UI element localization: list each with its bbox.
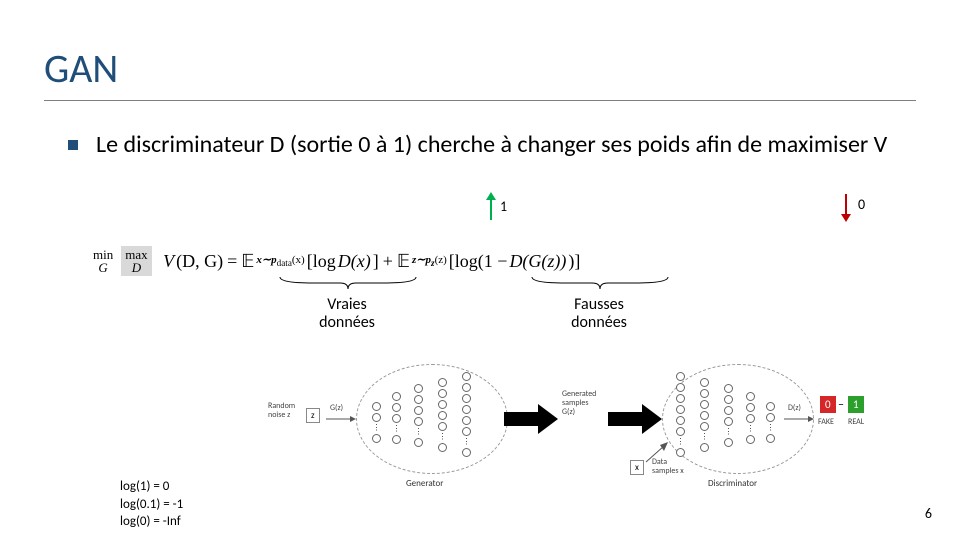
arrow-down-icon xyxy=(838,192,854,222)
gen-col-3: ⋮ xyxy=(414,384,423,447)
label-zero: 0 xyxy=(858,196,865,213)
arrow-dz-icon xyxy=(784,414,814,424)
arrow-x-icon xyxy=(644,440,670,464)
bullet-marker-icon xyxy=(68,140,78,150)
label-one: 1 xyxy=(500,198,507,215)
V: V xyxy=(163,251,174,272)
slide-title: GAN xyxy=(44,44,118,93)
E2-sub: z∼pz(z) xyxy=(412,253,447,268)
brace-vraies-icon xyxy=(278,275,418,293)
max-D-highlight: max D xyxy=(121,246,151,276)
page-number: 6 xyxy=(925,505,932,522)
gen-col-1: ⋮ xyxy=(372,402,381,443)
gz-label: G(z) xyxy=(330,404,343,413)
E1: 𝔼 xyxy=(241,251,254,272)
disc-col-5: ⋮ xyxy=(766,402,775,443)
gan-diagram: Random noise z z G(z) ⋮ ⋮ ⋮ ⋮ ⋮ Generato… xyxy=(290,356,880,510)
log-eq-0: log(1) = 0 xyxy=(120,478,183,496)
log-eq-1: log(0.1) = -1 xyxy=(120,496,183,514)
Dx: D(x) xyxy=(338,251,371,272)
br2a: [log(1 − xyxy=(449,251,508,272)
formula: min G max D V (D, G) = 𝔼 x∼pdata(x) [log… xyxy=(90,246,580,276)
br1a: [log xyxy=(307,251,336,272)
bullet-text: Le discriminateur D (sortie 0 à 1) cherc… xyxy=(96,130,887,160)
out-dash: – xyxy=(838,398,844,412)
dz-label: D(z) xyxy=(788,404,801,413)
disc-col-3: ⋮ xyxy=(724,384,733,447)
arrow-up-icon xyxy=(483,192,499,222)
x-box: x xyxy=(630,460,644,475)
gen-out-label: Generated samples G(z) xyxy=(562,390,608,416)
disc-col-2: ⋮ xyxy=(700,378,709,452)
br1b: ] xyxy=(373,251,379,272)
E2: 𝔼 xyxy=(397,251,410,272)
disc-col-4: ⋮ xyxy=(746,392,755,444)
generator-caption: Generator xyxy=(406,478,443,489)
gen-col-5: ⋮ xyxy=(462,372,471,457)
real-label: REAL xyxy=(848,418,864,427)
fake-label: FAKE xyxy=(818,418,834,427)
label-vraies: Vraies données xyxy=(302,296,392,333)
brace-fausses-icon xyxy=(530,275,670,293)
log-eq-2: log(0) = -Inf xyxy=(120,513,183,531)
plus: + xyxy=(383,251,393,272)
DG-args: (D, G) xyxy=(176,251,223,272)
title-underline xyxy=(44,100,916,101)
gen-col-2: ⋮ xyxy=(392,392,401,444)
DGz: D(G(z)) xyxy=(509,251,566,272)
out-fake: 0 xyxy=(820,396,836,413)
discriminator-caption: Discriminator xyxy=(708,478,757,489)
min-G: min G xyxy=(93,248,113,274)
gen-col-4: ⋮ xyxy=(438,378,447,452)
log-equations: log(1) = 0 log(0.1) = -1 log(0) = -Inf xyxy=(120,478,183,531)
E1-sub: x∼pdata(x) xyxy=(256,253,304,268)
z-box: z xyxy=(306,408,320,423)
out-real: 1 xyxy=(848,396,864,413)
disc-col-1: ⋮ xyxy=(676,372,685,457)
noise-label: Random noise z xyxy=(268,402,302,420)
arrow-noise-icon xyxy=(326,414,356,424)
arrow-to-disc-icon xyxy=(608,404,662,434)
arrow-gen-out-icon xyxy=(504,404,558,434)
label-fausses: Fausses données xyxy=(554,296,644,333)
eq: = xyxy=(227,251,237,272)
br2b: )] xyxy=(568,251,580,272)
bullet-row: Le discriminateur D (sortie 0 à 1) cherc… xyxy=(68,130,918,160)
